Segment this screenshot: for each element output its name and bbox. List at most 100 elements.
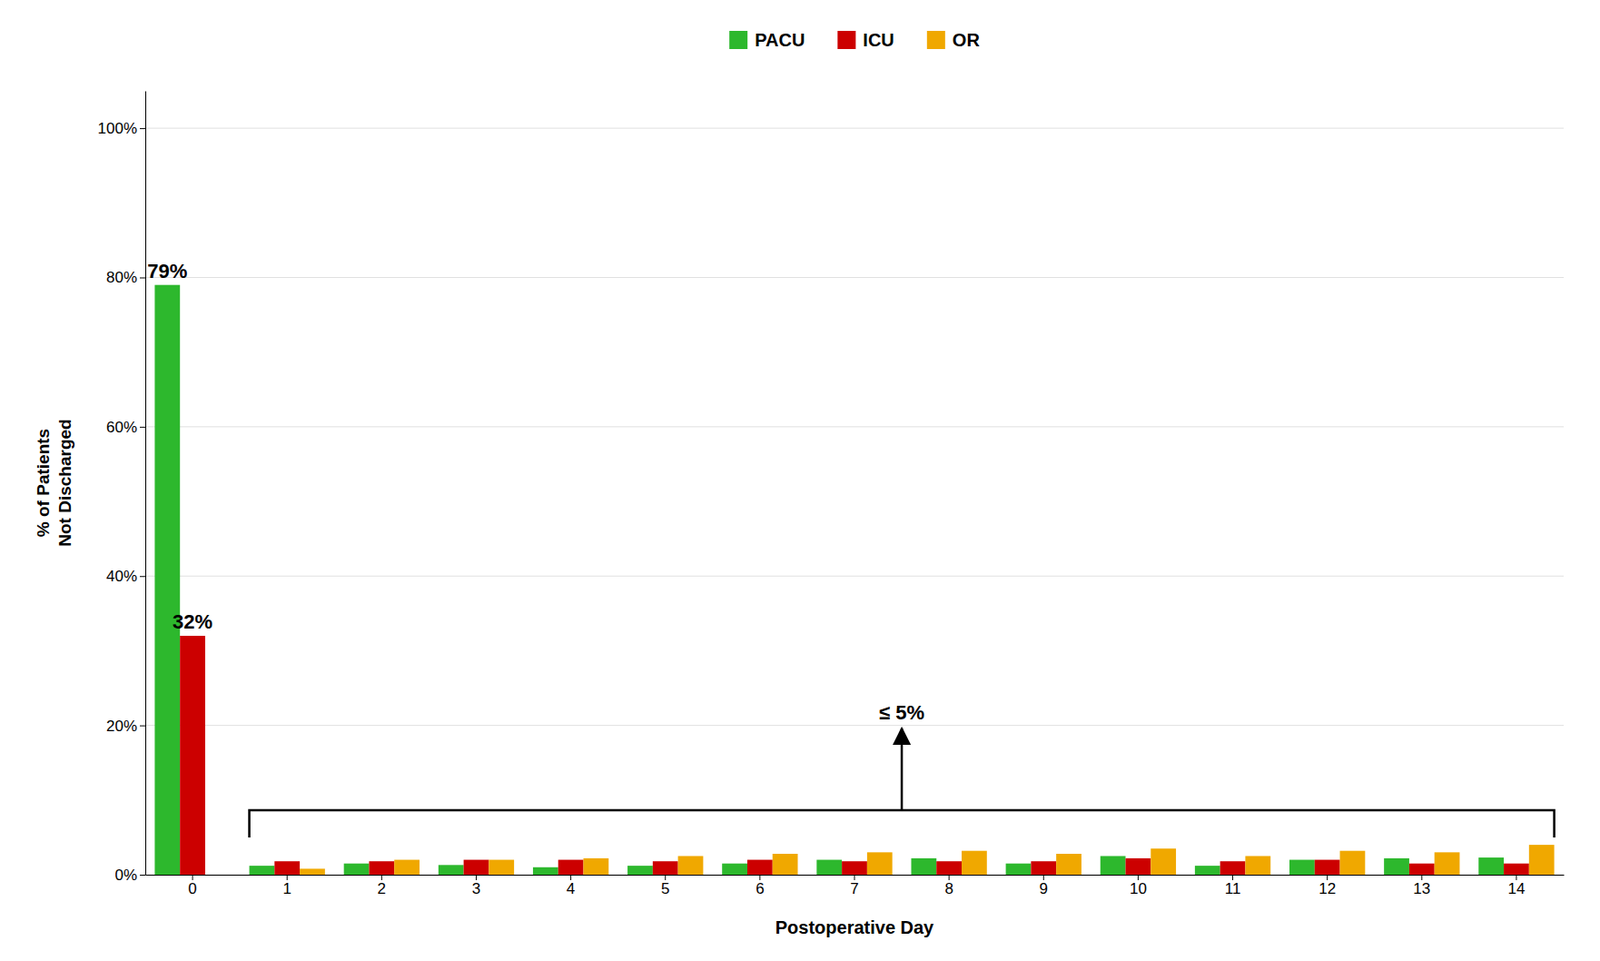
bar bbox=[1434, 851, 1461, 875]
bar bbox=[299, 868, 326, 875]
bar bbox=[154, 285, 180, 875]
annotation: 79% bbox=[147, 259, 188, 283]
grid-line bbox=[145, 724, 1564, 726]
x-tick: 8 bbox=[944, 874, 953, 898]
bar bbox=[1529, 844, 1555, 875]
bar bbox=[179, 635, 206, 875]
bar bbox=[464, 859, 490, 875]
bar bbox=[841, 860, 868, 875]
legend-item: PACU bbox=[729, 29, 805, 50]
x-tick: 12 bbox=[1318, 874, 1336, 898]
bar bbox=[368, 860, 395, 875]
tick-label: 5 bbox=[661, 879, 670, 898]
bar bbox=[582, 858, 609, 875]
x-tick: 11 bbox=[1224, 874, 1242, 898]
bar bbox=[1478, 857, 1504, 875]
bracket-arrow bbox=[900, 728, 904, 810]
bar bbox=[344, 863, 370, 875]
legend-label: OR bbox=[952, 29, 981, 50]
bar bbox=[1100, 855, 1126, 875]
plot: 0%20%40%60%80%100%01234567891011121314Po… bbox=[33, 91, 1565, 939]
grid-line bbox=[145, 128, 1564, 129]
x-tick: 2 bbox=[377, 874, 386, 898]
annotation: 32% bbox=[172, 610, 213, 633]
legend-item: OR bbox=[927, 29, 981, 50]
bar-series bbox=[299, 844, 1555, 875]
tick-label: 10 bbox=[1129, 879, 1147, 898]
tick-label: 60% bbox=[106, 418, 138, 436]
x-tick: 4 bbox=[566, 874, 575, 898]
bar bbox=[1289, 859, 1315, 875]
x-tick: 10 bbox=[1129, 874, 1147, 898]
legend: PACU ICU OR bbox=[729, 29, 980, 50]
x-tick: 6 bbox=[755, 874, 764, 898]
tick-mark bbox=[139, 276, 146, 278]
tick-label: 8 bbox=[944, 879, 953, 898]
tick-label: 40% bbox=[106, 567, 138, 585]
tick-label: 13 bbox=[1412, 879, 1431, 898]
y-tick: 80% bbox=[106, 268, 146, 287]
grid-line bbox=[145, 425, 1564, 427]
tick-label: 4 bbox=[566, 879, 575, 898]
bar bbox=[488, 859, 514, 875]
bar bbox=[1056, 853, 1082, 875]
bar bbox=[961, 850, 988, 875]
bar bbox=[533, 867, 559, 875]
bar bbox=[438, 864, 465, 875]
x-axis-title: Postoperative Day bbox=[775, 917, 935, 938]
tick-label: 14 bbox=[1507, 879, 1525, 898]
annotations: 79% 32% ≤ 5% bbox=[147, 259, 1554, 838]
bars bbox=[154, 285, 1554, 875]
y-tick: 40% bbox=[106, 567, 146, 585]
y-tick: 100% bbox=[98, 119, 146, 138]
legend-label: PACU bbox=[754, 29, 805, 50]
bar bbox=[936, 860, 962, 875]
grid-line bbox=[145, 575, 1564, 577]
bar-series bbox=[154, 285, 1504, 875]
y-axis-title-line: Not Discharged bbox=[55, 418, 75, 546]
bar bbox=[1125, 858, 1152, 875]
bar bbox=[1195, 865, 1221, 875]
tick-mark bbox=[139, 426, 146, 428]
bar bbox=[274, 860, 300, 875]
legend-swatch bbox=[927, 30, 946, 50]
tick-mark bbox=[139, 725, 146, 727]
tick-label: 1 bbox=[282, 879, 291, 898]
legend-label: ICU bbox=[862, 29, 894, 50]
grid-line bbox=[145, 276, 1564, 278]
tick-label: 9 bbox=[1039, 879, 1048, 898]
bar bbox=[1030, 860, 1057, 875]
bar bbox=[1220, 860, 1246, 875]
legend-item: ICU bbox=[837, 29, 894, 50]
bar bbox=[772, 853, 799, 875]
bar bbox=[627, 865, 653, 875]
tick-label: 11 bbox=[1224, 879, 1242, 898]
bar bbox=[678, 855, 704, 875]
bar bbox=[652, 860, 679, 875]
y-tick: 0% bbox=[114, 866, 146, 884]
bar bbox=[1340, 850, 1366, 875]
bar bbox=[1244, 855, 1271, 875]
x-tick: 13 bbox=[1412, 874, 1431, 898]
bar bbox=[910, 858, 937, 875]
tick-label: 2 bbox=[377, 879, 386, 898]
chart: 0%20%40%60%80%100%01234567891011121314Po… bbox=[0, 0, 1600, 961]
tick-label: 7 bbox=[849, 879, 859, 898]
tick-label: 3 bbox=[472, 879, 481, 898]
bar bbox=[1409, 863, 1435, 875]
x-tick: 14 bbox=[1507, 874, 1525, 898]
legend-swatch bbox=[837, 30, 856, 50]
bar bbox=[394, 859, 420, 875]
bar bbox=[816, 859, 842, 875]
x-tick: 9 bbox=[1039, 874, 1048, 898]
annotation: ≤ 5% bbox=[879, 701, 925, 724]
bar-series bbox=[179, 635, 1530, 875]
tick-label: 6 bbox=[755, 879, 764, 898]
x-tick: 0 bbox=[187, 874, 197, 898]
tick-label: 12 bbox=[1318, 879, 1336, 898]
x-axis: 01234567891011121314 bbox=[146, 874, 1565, 898]
x-tick: 7 bbox=[849, 874, 859, 898]
bar bbox=[867, 851, 893, 875]
tick-mark bbox=[139, 128, 146, 129]
bar bbox=[1383, 858, 1410, 875]
